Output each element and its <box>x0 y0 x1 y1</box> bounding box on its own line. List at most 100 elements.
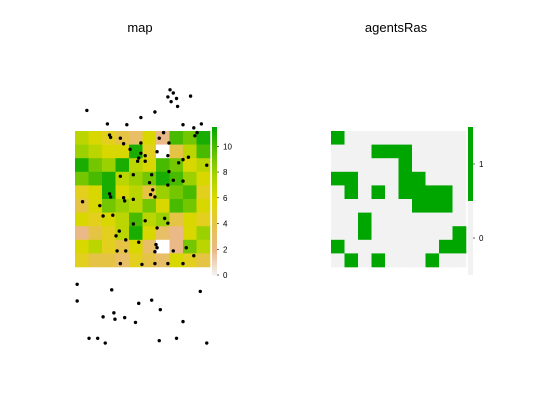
raster-cell <box>425 144 440 159</box>
legend-swatch <box>212 183 217 187</box>
raster-cell <box>88 158 103 173</box>
legend-tick-label: 10 <box>223 142 232 151</box>
raster-cell <box>115 199 130 213</box>
agent-point <box>85 108 89 113</box>
agent-point <box>153 261 157 266</box>
raster-cell <box>88 212 103 227</box>
agent-point <box>147 180 152 185</box>
raster-cell <box>358 226 372 241</box>
raster-cell <box>425 239 440 254</box>
raster-cell <box>425 226 440 241</box>
raster-cell <box>183 131 197 145</box>
agent-point <box>118 261 123 266</box>
raster-cell <box>412 158 426 173</box>
raster-cell <box>439 158 453 173</box>
raster-cell <box>385 212 399 227</box>
raster-cell <box>142 226 157 241</box>
agent-point <box>155 246 159 250</box>
legend-swatch <box>212 129 217 133</box>
agentsras-panel: agentsRas 0 1 <box>331 20 484 275</box>
legend-swatch <box>212 247 217 251</box>
agent-point <box>169 99 173 104</box>
agent-point <box>181 261 185 266</box>
agent-point <box>140 262 144 267</box>
raster-cell <box>142 239 157 254</box>
agent-point <box>188 94 193 98</box>
raster-cell <box>75 226 89 241</box>
legend-swatch <box>212 188 217 192</box>
legend-swatch <box>212 139 217 143</box>
raster-cell <box>331 144 345 159</box>
agent-point <box>162 216 167 221</box>
raster-cell <box>358 171 372 186</box>
agent-point <box>154 242 158 247</box>
raster-cell <box>439 131 453 145</box>
legend-swatch <box>212 240 217 244</box>
raster-cell <box>412 131 426 145</box>
raster-cell <box>425 171 440 186</box>
raster-cell <box>412 144 426 159</box>
raster-cell <box>385 226 399 241</box>
raster-cell <box>331 185 345 200</box>
agent-point <box>87 336 91 340</box>
raster-cell <box>75 171 89 186</box>
agent-point <box>198 289 202 294</box>
agent-point <box>149 298 154 302</box>
raster-cell <box>398 185 413 200</box>
raster-cell <box>142 199 157 213</box>
raster-cell <box>102 144 116 159</box>
raster-cell <box>115 171 130 186</box>
raster-cell <box>358 131 372 145</box>
agent-point <box>107 192 112 196</box>
raster-cell <box>371 185 386 200</box>
raster-cell <box>385 158 399 173</box>
agent-point <box>149 173 154 177</box>
raster-cell <box>196 226 211 241</box>
legend-swatch <box>212 230 217 234</box>
raster-cell <box>452 144 467 159</box>
raster-cell <box>75 239 89 254</box>
agent-point <box>184 246 188 250</box>
raster-cell <box>196 253 211 268</box>
legend-swatch <box>212 235 217 239</box>
raster-cell <box>439 212 453 227</box>
raster-cell <box>142 212 157 227</box>
agent-point <box>205 163 209 167</box>
raster-cell <box>385 171 399 186</box>
raster-cell <box>371 239 386 254</box>
raster-cell <box>115 158 130 173</box>
raster-cell <box>425 253 440 268</box>
legend-swatch <box>212 171 217 175</box>
raster-cell <box>358 158 372 173</box>
raster-cell <box>358 253 372 268</box>
raster-cell <box>169 199 184 213</box>
legend-swatch <box>212 161 217 165</box>
raster-cell <box>196 144 211 159</box>
agent-point <box>118 174 123 179</box>
raster-cell <box>331 171 345 186</box>
legend-swatch <box>212 220 217 224</box>
raster-cell <box>88 171 103 186</box>
raster-cell <box>129 185 143 200</box>
agent-point <box>137 301 141 306</box>
raster-cell <box>169 253 184 268</box>
agent-point <box>115 249 119 253</box>
raster-cell <box>412 253 426 268</box>
agent-point <box>153 110 157 114</box>
legend-swatch <box>212 193 217 197</box>
agent-point <box>112 311 116 315</box>
agent-point <box>101 315 105 319</box>
agent-point <box>108 135 113 140</box>
agent-point <box>166 261 170 266</box>
legend-swatch <box>212 196 217 199</box>
agent-point <box>113 317 117 321</box>
raster-cell <box>452 253 467 268</box>
agent-point <box>108 195 113 199</box>
legend-swatch <box>212 186 217 190</box>
legend-swatch <box>212 233 217 236</box>
legend-swatch <box>212 191 217 194</box>
raster-cell <box>169 185 184 200</box>
legend-swatch <box>212 272 217 276</box>
legend-swatch <box>212 178 217 182</box>
agent-point <box>195 130 199 135</box>
